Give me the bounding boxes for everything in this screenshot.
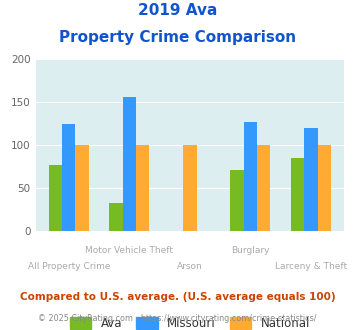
Text: 2019 Ava: 2019 Ava [138, 3, 217, 18]
Bar [76, 145, 89, 231]
Bar [244, 122, 257, 231]
Text: All Property Crime: All Property Crime [28, 262, 110, 271]
Text: Burglary: Burglary [231, 246, 270, 255]
Text: Compared to U.S. average. (U.S. average equals 100): Compared to U.S. average. (U.S. average … [20, 292, 335, 302]
Bar [318, 145, 331, 231]
Bar [109, 203, 123, 231]
Bar [49, 165, 62, 231]
Bar [230, 170, 244, 231]
Text: Motor Vehicle Theft: Motor Vehicle Theft [85, 246, 173, 255]
Text: © 2025 CityRating.com - https://www.cityrating.com/crime-statistics/: © 2025 CityRating.com - https://www.city… [38, 314, 317, 323]
Bar [257, 145, 271, 231]
Bar [123, 97, 136, 231]
Bar [62, 124, 76, 231]
Bar [136, 145, 149, 231]
Text: Larceny & Theft: Larceny & Theft [275, 262, 347, 271]
Bar [291, 158, 304, 231]
Text: Property Crime Comparison: Property Crime Comparison [59, 30, 296, 45]
Bar [183, 145, 197, 231]
Text: Arson: Arson [177, 262, 203, 271]
Legend: Ava, Missouri, National: Ava, Missouri, National [65, 313, 315, 330]
Bar [304, 128, 318, 231]
